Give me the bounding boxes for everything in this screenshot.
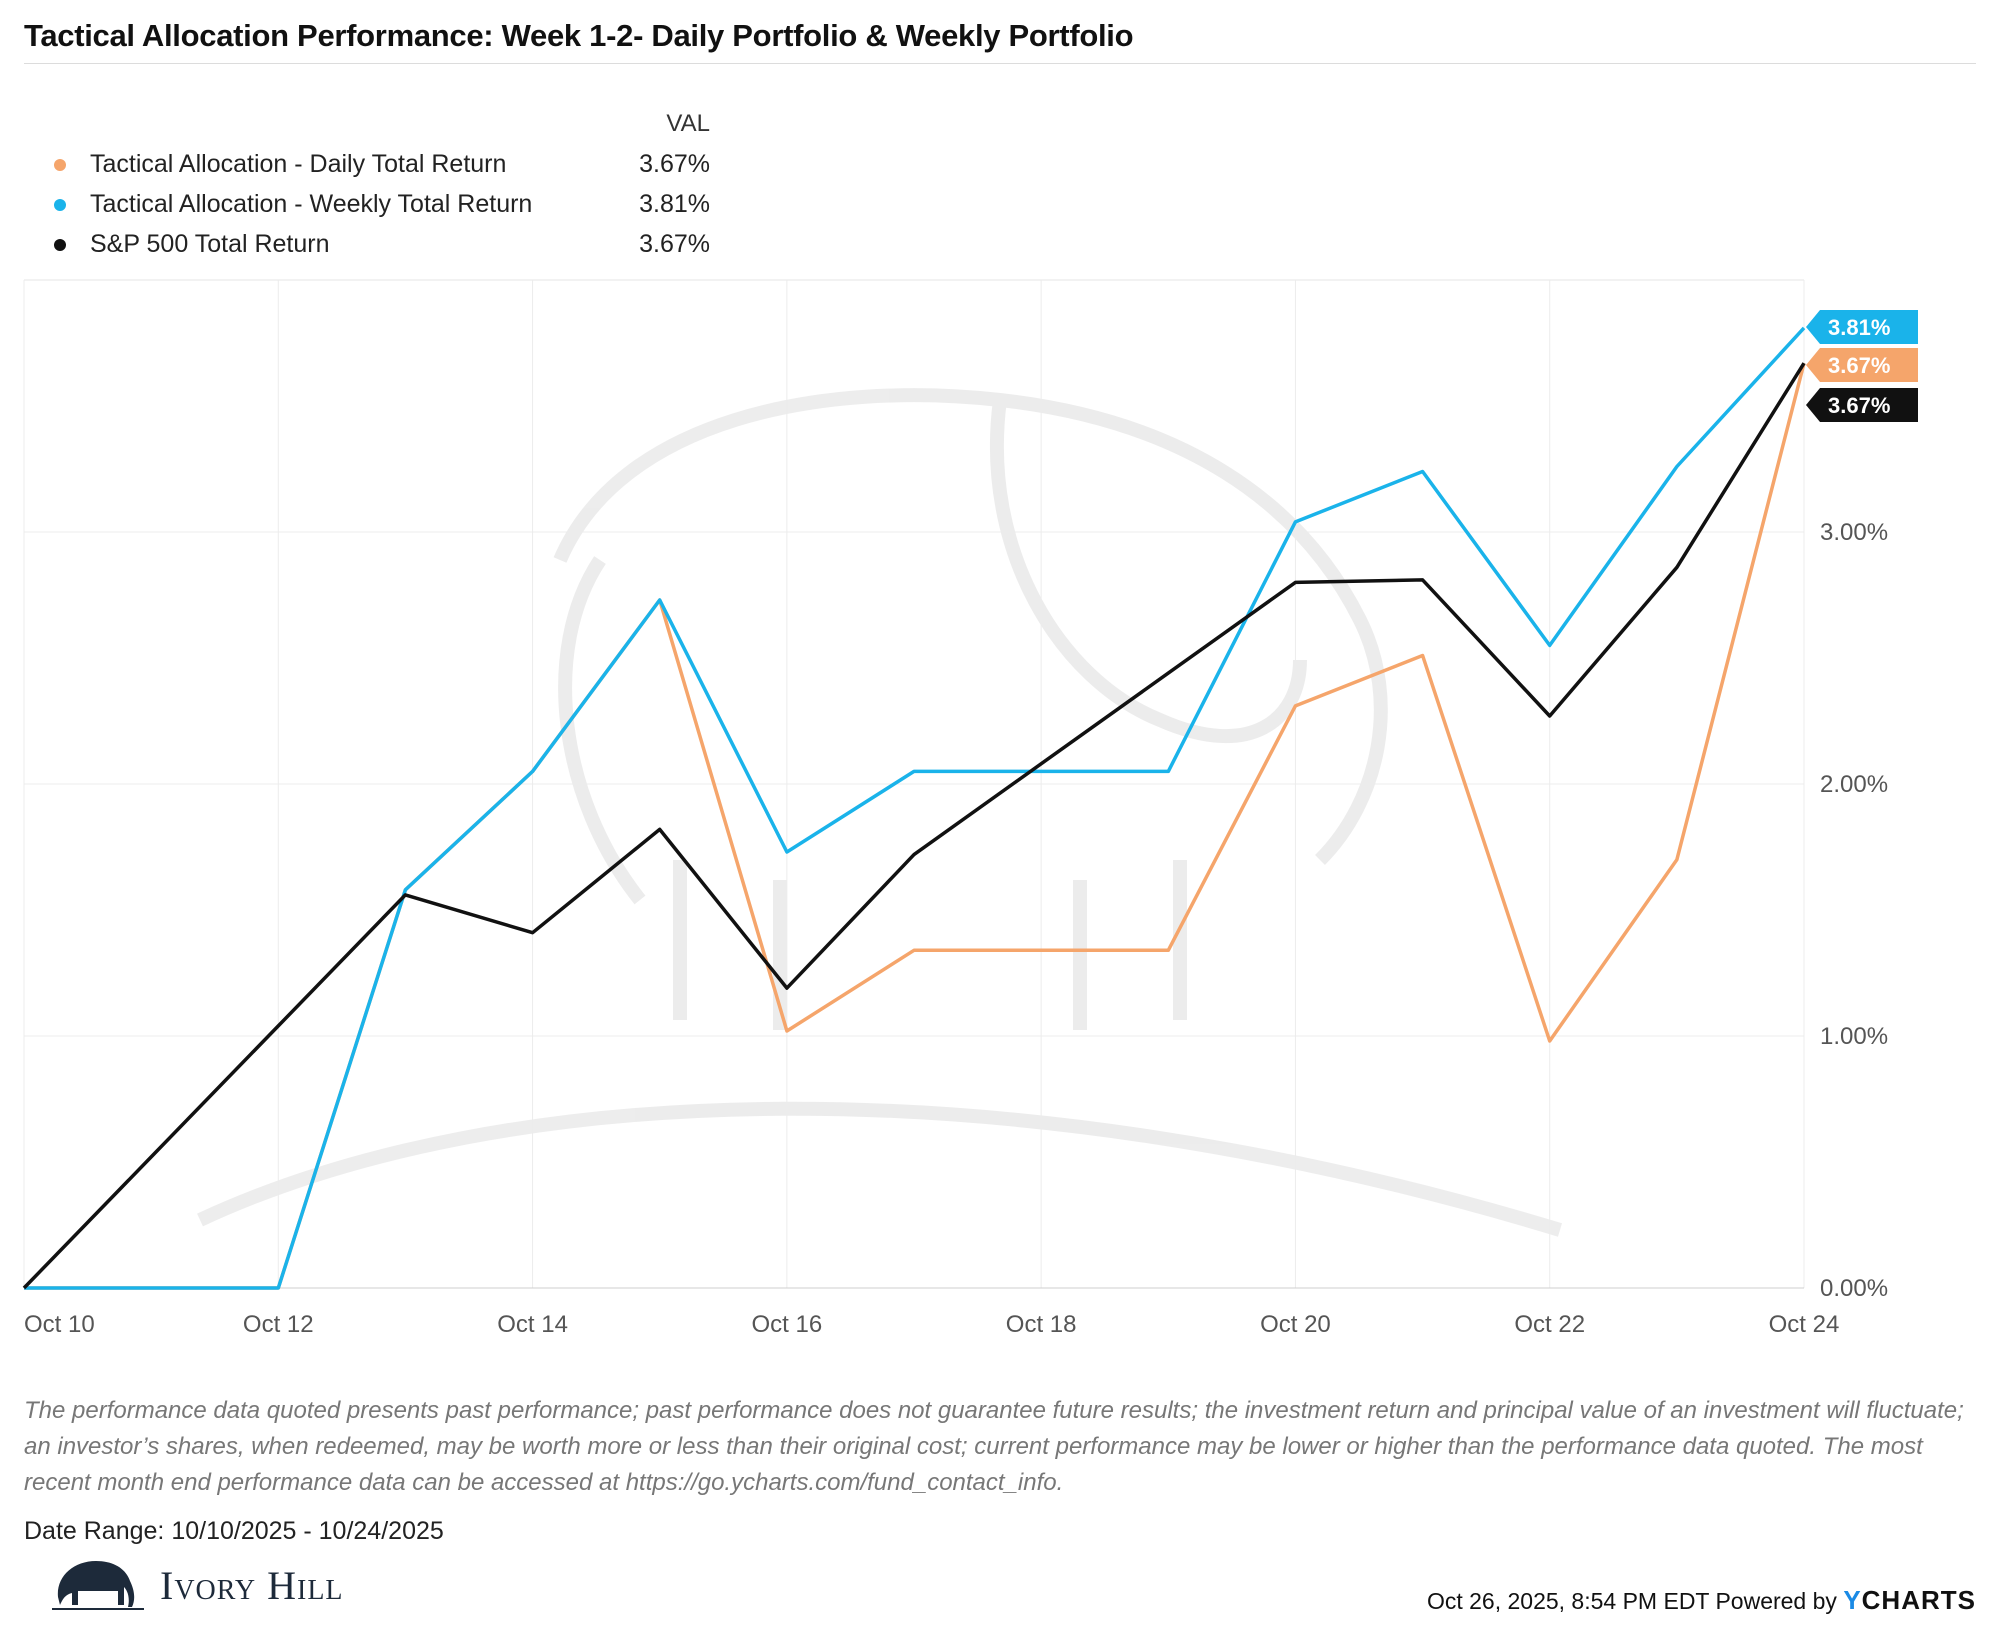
series-line-1 [24,326,1806,1290]
legend-label-sp500: S&P 500 Total Return [90,230,330,258]
x-tick-label: Oct 12 [243,1311,314,1338]
y-tick-label: 3.00% [1820,519,1888,546]
y-tick-label: 1.00% [1820,1023,1888,1050]
brand-name: Ivory Hill [160,1563,344,1608]
legend-dot-daily [54,159,66,171]
y-tick-label: 2.00% [1820,771,1888,798]
chart-title: Tactical Allocation Performance: Week 1-… [24,18,1134,53]
end-label-bg-0 [1806,348,1918,382]
legend-header: VAL [666,110,710,137]
ycharts-logo[interactable]: YCHARTS [1843,1585,1976,1615]
legend-value-daily: 3.67% [639,150,710,178]
x-tick-label: Oct 24 [1769,1311,1840,1338]
disclaimer: The performance data quoted presents pas… [24,1397,1964,1496]
legend-item-weekly[interactable]: Tactical Allocation - Weekly Total Retur… [50,190,710,220]
y-tick-label: 0.00% [1820,1275,1888,1302]
y-axis: 0.00% 1.00% 2.00% 3.00% [1820,519,1888,1302]
x-axis: Oct 10 Oct 12 Oct 14 Oct 16 Oct 18 Oct 20 Oct … [24,1311,1839,1338]
legend-value-sp500: 3.67% [639,230,710,258]
legend-value-weekly: 3.81% [639,190,710,218]
end-label-2: 3.67% [1828,393,1890,418]
legend-dot-sp500 [54,239,66,251]
end-label-0: 3.67% [1828,353,1890,378]
x-tick-label: Oct 14 [497,1311,568,1338]
x-tick-label: Oct 16 [752,1311,823,1338]
legend-item-daily[interactable]: Tactical Allocation - Daily Total Return… [50,150,710,180]
chart-series [22,326,1806,1290]
chart-grid [23,279,1805,1289]
elephant-watermark [197,388,1563,1237]
ycharts-logo-text: CHARTS [1861,1585,1976,1615]
end-label-1: 3.81% [1828,315,1890,340]
title-divider [24,63,1976,64]
footer-timestamp: Oct 26, 2025, 8:54 PM EDT Powered by [1426,1588,1837,1614]
x-tick-label: Oct 18 [1006,1311,1077,1338]
legend-dot-weekly [54,199,66,211]
x-tick-label: Oct 20 [1260,1311,1331,1338]
series-line-0 [24,362,1806,1290]
line-chart: Oct 10 Oct 12 Oct 14 Oct 16 Oct 18 Oct 20 Oct … [22,279,1918,1338]
date-range: Date Range: 10/10/2025 - 10/24/2025 [24,1517,444,1545]
x-tick-label: Oct 10 [24,1311,95,1338]
legend-label-weekly: Tactical Allocation - Weekly Total Retur… [90,190,533,218]
x-tick-label: Oct 22 [1514,1311,1585,1338]
ycharts-logo-y: Y [1843,1585,1862,1615]
elephant-logo-icon [52,1561,144,1610]
footer: Oct 26, 2025, 8:54 PM EDT Powered by YCH… [1427,1585,1976,1616]
series-line-2 [22,362,1806,1290]
end-labels: 3.81% 3.67% 3.67% [1806,310,1918,422]
legend-item-sp500[interactable]: S&P 500 Total Return 3.67% [50,230,710,260]
legend-label-daily: Tactical Allocation - Daily Total Return [90,150,507,178]
end-label-bg-1 [1806,310,1918,344]
end-label-bg-2 [1806,388,1918,422]
